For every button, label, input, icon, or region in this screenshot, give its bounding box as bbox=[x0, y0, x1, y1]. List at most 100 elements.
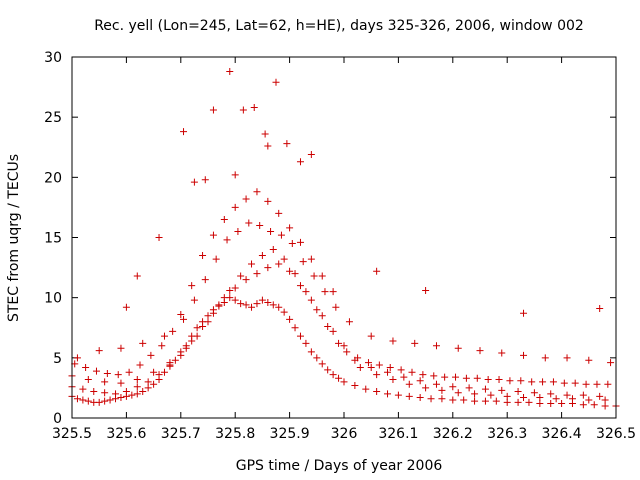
data-point bbox=[514, 388, 522, 396]
data-point bbox=[160, 368, 168, 376]
data-point bbox=[332, 303, 340, 311]
data-point bbox=[150, 380, 158, 388]
data-point bbox=[103, 369, 111, 377]
data-point bbox=[79, 385, 87, 393]
data-point bbox=[280, 308, 288, 316]
data-point bbox=[422, 384, 430, 392]
data-point bbox=[296, 158, 304, 166]
y-tick-label: 20 bbox=[44, 170, 62, 186]
data-point bbox=[302, 288, 310, 296]
data-point bbox=[354, 354, 362, 362]
data-point bbox=[473, 374, 481, 382]
data-point bbox=[547, 390, 555, 398]
data-point bbox=[438, 395, 446, 403]
data-point bbox=[144, 384, 152, 392]
data-point bbox=[133, 272, 141, 280]
data-point bbox=[579, 391, 587, 399]
data-point bbox=[180, 128, 188, 136]
data-point bbox=[324, 366, 332, 374]
data-point bbox=[253, 270, 261, 278]
data-point bbox=[528, 378, 536, 386]
data-point bbox=[329, 288, 337, 296]
data-point bbox=[481, 397, 489, 405]
data-point bbox=[193, 324, 201, 332]
data-point bbox=[364, 359, 372, 367]
data-point bbox=[514, 398, 522, 406]
axis-ticks: 325.5 325.6 325.7 325.8 325.9 326 326.1 326.2 32… bbox=[44, 50, 636, 442]
data-point bbox=[571, 379, 579, 387]
data-point bbox=[201, 276, 209, 284]
data-point bbox=[248, 260, 256, 268]
data-point bbox=[432, 380, 440, 388]
data-point bbox=[136, 361, 144, 369]
data-point bbox=[549, 378, 557, 386]
data-point bbox=[286, 315, 294, 323]
y-tick-label: 10 bbox=[44, 291, 62, 307]
data-point bbox=[160, 332, 168, 340]
data-point bbox=[579, 401, 587, 409]
data-point bbox=[155, 371, 163, 379]
data-point bbox=[180, 315, 188, 323]
data-point bbox=[318, 360, 326, 368]
data-point bbox=[596, 304, 604, 312]
data-point bbox=[373, 267, 381, 275]
data-point bbox=[92, 367, 100, 375]
data-point bbox=[117, 344, 125, 352]
data-point bbox=[73, 395, 81, 403]
data-point bbox=[329, 327, 337, 335]
data-point bbox=[563, 354, 571, 362]
data-point bbox=[277, 231, 285, 239]
data-point bbox=[593, 380, 601, 388]
x-tick-label: 326 bbox=[331, 426, 358, 442]
data-point bbox=[400, 373, 408, 381]
data-point bbox=[411, 339, 419, 347]
y-tick-label: 15 bbox=[44, 231, 62, 247]
data-point bbox=[82, 363, 90, 371]
data-point bbox=[239, 106, 247, 114]
data-point bbox=[291, 324, 299, 332]
data-point bbox=[307, 150, 315, 158]
data-point bbox=[84, 375, 92, 383]
data-point bbox=[340, 342, 348, 350]
data-point bbox=[296, 332, 304, 340]
data-point bbox=[204, 318, 212, 326]
y-tick-label: 30 bbox=[44, 50, 62, 66]
data-point bbox=[128, 391, 136, 399]
data-point bbox=[506, 377, 514, 385]
data-point bbox=[329, 371, 337, 379]
data-point bbox=[112, 390, 120, 398]
data-point bbox=[269, 301, 277, 309]
data-point bbox=[253, 300, 261, 308]
data-point bbox=[536, 394, 544, 402]
data-point bbox=[585, 356, 593, 364]
x-tick-label: 326.1 bbox=[378, 426, 418, 442]
data-point bbox=[117, 394, 125, 402]
data-point bbox=[114, 371, 122, 379]
data-point bbox=[384, 368, 392, 376]
data-point bbox=[530, 389, 538, 397]
data-point bbox=[150, 368, 158, 376]
data-point bbox=[242, 195, 250, 203]
data-point bbox=[125, 368, 133, 376]
data-point bbox=[258, 252, 266, 260]
data-point bbox=[286, 267, 294, 275]
data-point bbox=[449, 396, 457, 404]
data-point bbox=[133, 383, 141, 391]
data-point bbox=[242, 301, 250, 309]
data-point bbox=[199, 252, 207, 260]
data-point bbox=[307, 348, 315, 356]
data-point bbox=[405, 392, 413, 400]
data-point bbox=[188, 282, 196, 290]
data-point bbox=[283, 140, 291, 148]
data-point bbox=[558, 400, 566, 408]
data-point bbox=[245, 219, 253, 227]
data-point bbox=[498, 349, 506, 357]
data-point bbox=[335, 339, 343, 347]
data-point bbox=[375, 361, 383, 369]
data-point bbox=[84, 397, 92, 405]
data-point bbox=[310, 272, 318, 280]
data-point bbox=[122, 303, 130, 311]
data-point bbox=[248, 303, 256, 311]
data-point bbox=[389, 375, 397, 383]
